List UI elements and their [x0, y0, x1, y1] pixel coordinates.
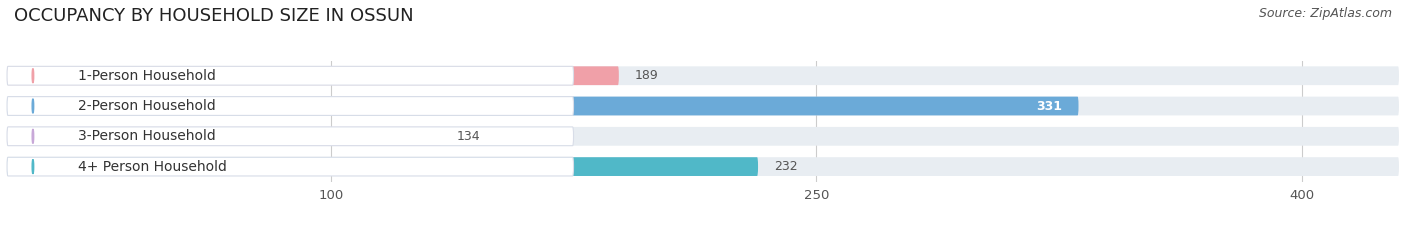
- Text: 2-Person Household: 2-Person Household: [79, 99, 217, 113]
- Text: 1-Person Household: 1-Person Household: [79, 69, 217, 83]
- Circle shape: [32, 69, 34, 83]
- FancyBboxPatch shape: [7, 97, 574, 115]
- Circle shape: [32, 99, 34, 113]
- Text: 4+ Person Household: 4+ Person Household: [79, 160, 228, 174]
- Text: 232: 232: [775, 160, 797, 173]
- Text: OCCUPANCY BY HOUSEHOLD SIZE IN OSSUN: OCCUPANCY BY HOUSEHOLD SIZE IN OSSUN: [14, 7, 413, 25]
- FancyBboxPatch shape: [7, 127, 574, 146]
- Text: Source: ZipAtlas.com: Source: ZipAtlas.com: [1258, 7, 1392, 20]
- FancyBboxPatch shape: [7, 157, 758, 176]
- FancyBboxPatch shape: [7, 127, 1399, 146]
- Text: 331: 331: [1036, 99, 1063, 113]
- FancyBboxPatch shape: [7, 66, 574, 85]
- FancyBboxPatch shape: [7, 127, 441, 146]
- FancyBboxPatch shape: [7, 157, 574, 176]
- Circle shape: [32, 129, 34, 144]
- FancyBboxPatch shape: [7, 157, 1399, 176]
- FancyBboxPatch shape: [7, 97, 1399, 115]
- Circle shape: [32, 159, 34, 174]
- Text: 134: 134: [457, 130, 481, 143]
- Text: 3-Person Household: 3-Person Household: [79, 129, 217, 143]
- Text: 189: 189: [636, 69, 659, 82]
- FancyBboxPatch shape: [7, 66, 1399, 85]
- FancyBboxPatch shape: [7, 97, 1078, 115]
- FancyBboxPatch shape: [7, 66, 619, 85]
